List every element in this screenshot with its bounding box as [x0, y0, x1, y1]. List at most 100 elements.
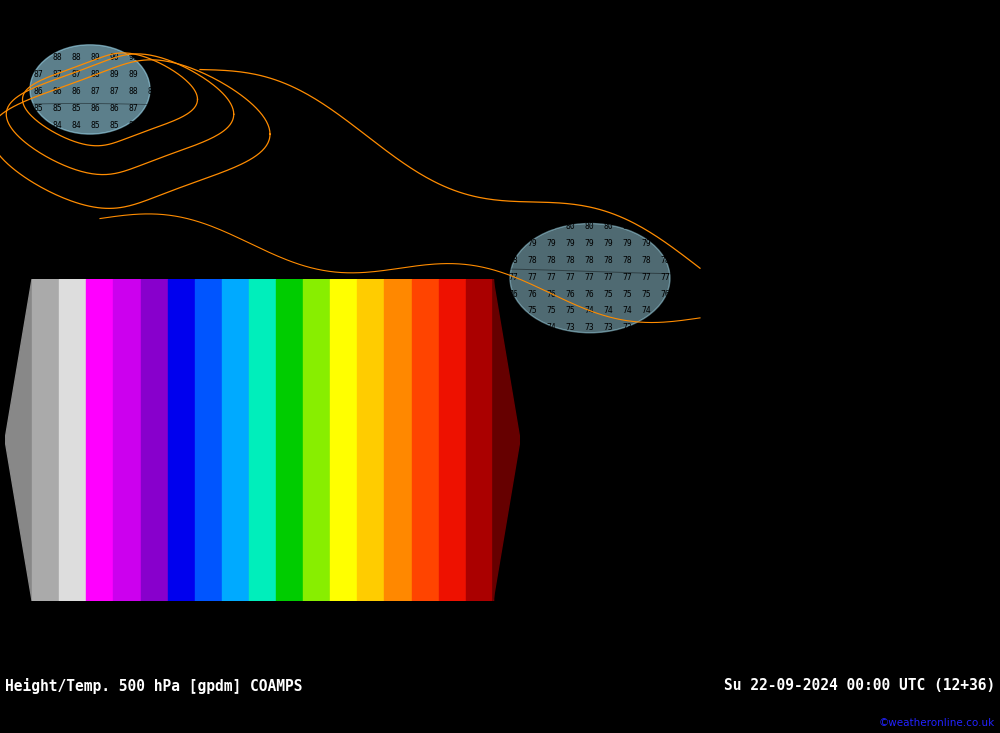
Text: 79: 79 [926, 172, 936, 180]
Text: 61: 61 [584, 560, 594, 569]
Text: 60: 60 [280, 577, 290, 586]
Text: 82: 82 [603, 188, 613, 197]
Text: 67: 67 [71, 441, 81, 451]
Text: 87: 87 [812, 53, 822, 62]
Text: 91: 91 [470, 2, 480, 12]
Text: 68: 68 [603, 391, 613, 400]
Text: 77: 77 [109, 222, 119, 231]
Text: 87: 87 [660, 87, 670, 96]
Text: 82: 82 [223, 188, 233, 197]
Text: 57: 57 [223, 611, 233, 619]
Text: 69: 69 [945, 391, 955, 400]
Text: 90: 90 [698, 19, 708, 29]
Text: 87: 87 [736, 104, 746, 113]
Text: 77: 77 [964, 222, 974, 231]
Text: 76: 76 [850, 239, 860, 248]
Text: 84: 84 [527, 121, 537, 130]
Text: 63: 63 [888, 577, 898, 586]
Text: 76: 76 [0, 290, 5, 298]
Text: 72: 72 [717, 357, 727, 366]
Text: 74: 74 [603, 306, 613, 315]
Text: 84: 84 [71, 121, 81, 130]
Text: 74: 74 [945, 256, 955, 265]
Text: 82: 82 [204, 188, 214, 197]
Text: 74: 74 [489, 323, 499, 332]
Text: 89: 89 [565, 36, 575, 45]
Text: 79: 79 [451, 205, 461, 214]
Text: 67: 67 [128, 408, 138, 417]
Text: 59: 59 [888, 627, 898, 636]
Text: 79: 79 [622, 239, 632, 248]
Text: 80: 80 [964, 172, 974, 180]
Text: 86: 86 [774, 104, 784, 113]
Text: 66: 66 [223, 458, 233, 468]
Text: 61: 61 [14, 611, 24, 619]
Text: 59: 59 [109, 644, 119, 653]
Text: 73: 73 [926, 273, 936, 281]
Text: 88: 88 [527, 53, 537, 62]
Text: 82: 82 [508, 155, 518, 163]
Text: 61: 61 [983, 560, 993, 569]
Text: 59: 59 [185, 594, 195, 603]
Text: 75: 75 [147, 256, 157, 265]
Text: 60: 60 [109, 627, 119, 636]
Text: 56: 56 [223, 627, 233, 636]
Text: 86: 86 [850, 70, 860, 79]
Text: 71: 71 [109, 306, 119, 315]
Text: 67: 67 [603, 408, 613, 417]
Text: 60: 60 [698, 560, 708, 569]
Text: 87: 87 [850, 53, 860, 62]
Text: 79: 79 [888, 172, 898, 180]
Text: 72: 72 [204, 340, 214, 349]
Text: 72: 72 [736, 357, 746, 366]
Text: 72: 72 [52, 323, 62, 332]
Text: 66: 66 [166, 424, 176, 434]
Text: 57: 57 [337, 611, 347, 619]
Text: 74: 74 [242, 340, 252, 349]
Text: 91: 91 [90, 2, 100, 12]
Text: 62: 62 [33, 611, 43, 619]
Text: 74: 74 [793, 340, 803, 349]
Text: 58: 58 [679, 594, 689, 603]
Text: 84: 84 [14, 121, 24, 130]
Text: 73: 73 [147, 290, 157, 298]
Text: 85: 85 [546, 121, 556, 130]
Text: 87: 87 [793, 70, 803, 79]
Text: 74: 74 [375, 340, 385, 349]
Text: 86: 86 [52, 87, 62, 96]
Text: 59: 59 [945, 611, 955, 619]
Text: 67: 67 [888, 509, 898, 518]
Text: 60: 60 [489, 577, 499, 586]
Text: 67: 67 [774, 475, 784, 485]
Text: 74: 74 [964, 273, 974, 281]
Text: 64: 64 [983, 509, 993, 518]
Text: 88: 88 [926, 70, 936, 79]
Text: 89: 89 [831, 19, 841, 29]
Text: 64: 64 [717, 492, 727, 501]
Text: 65: 65 [926, 526, 936, 535]
Text: 69: 69 [33, 424, 43, 434]
Text: 66: 66 [33, 526, 43, 535]
Text: 89: 89 [546, 36, 556, 45]
Text: 59: 59 [223, 577, 233, 586]
Text: 62: 62 [242, 543, 252, 552]
Text: 73: 73 [242, 357, 252, 366]
Text: 59: 59 [755, 594, 765, 603]
Text: 64: 64 [52, 577, 62, 586]
Text: 81: 81 [641, 222, 651, 231]
Text: 64: 64 [888, 560, 898, 569]
Text: 66: 66 [242, 475, 252, 485]
Text: 86: 86 [470, 70, 480, 79]
Text: 59: 59 [489, 611, 499, 619]
Text: 74: 74 [774, 340, 784, 349]
Text: 68: 68 [394, 458, 404, 468]
Text: 77: 77 [451, 256, 461, 265]
Text: 67: 67 [717, 424, 727, 434]
Text: 78: 78 [356, 205, 366, 214]
Text: 83: 83 [641, 188, 651, 197]
Text: 89: 89 [888, 36, 898, 45]
Text: 65: 65 [945, 509, 955, 518]
Text: 61: 61 [622, 526, 632, 535]
Text: 58: 58 [831, 644, 841, 653]
Text: 56: 56 [679, 661, 689, 670]
